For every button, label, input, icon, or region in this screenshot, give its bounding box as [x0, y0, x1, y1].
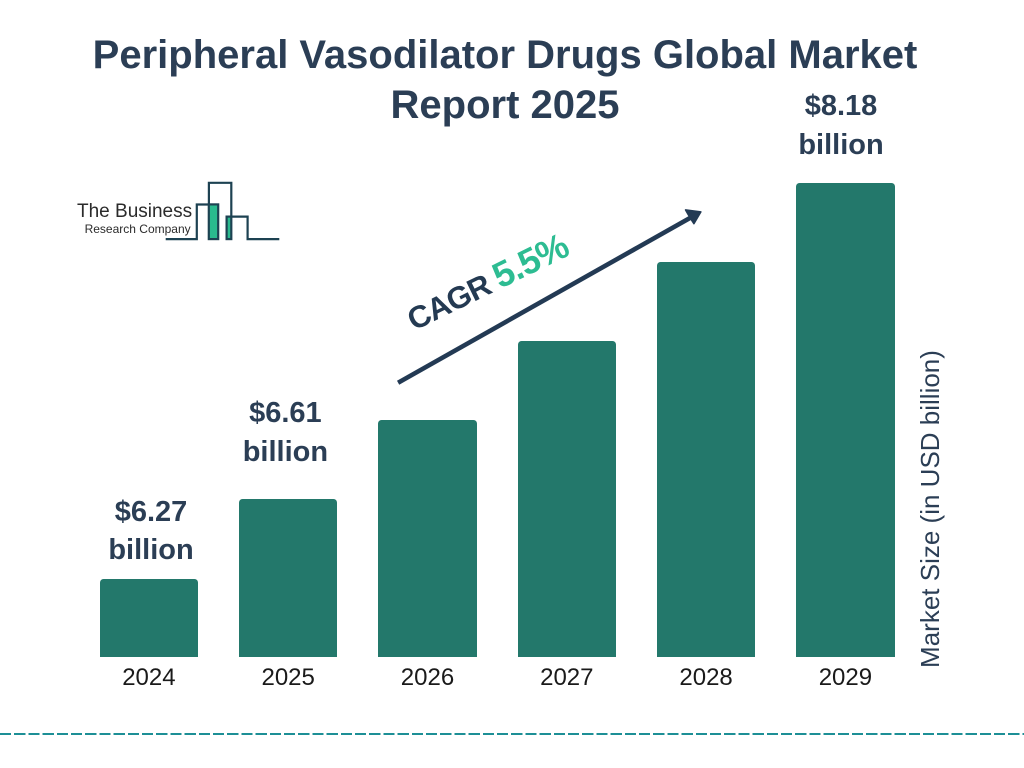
svg-text:CAGR 5.5%: CAGR 5.5%	[400, 224, 576, 338]
